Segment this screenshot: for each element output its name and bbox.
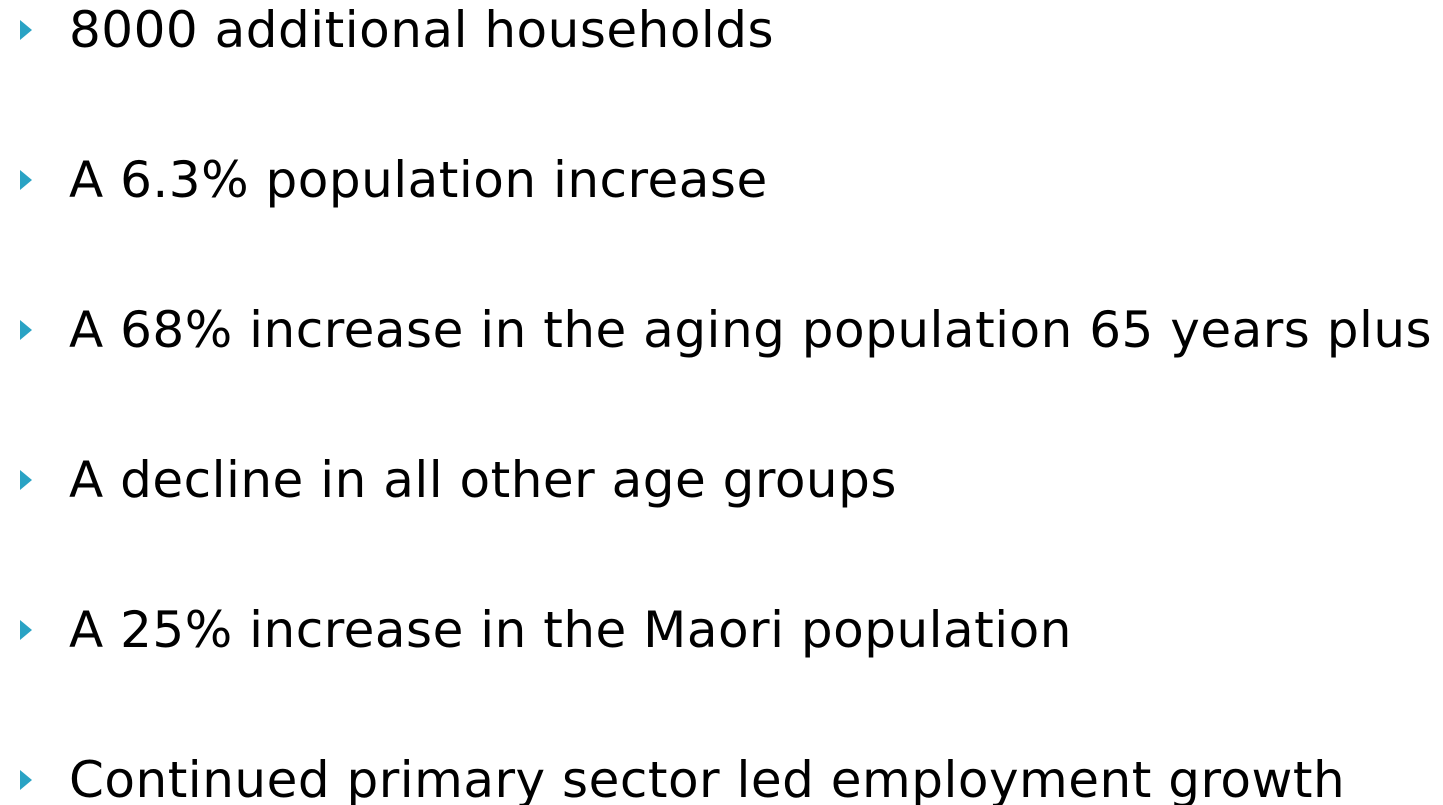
bullet-text: 8000 additional households	[69, 1, 775, 59]
bullet-item: A decline in all other age groups	[0, 450, 1443, 510]
bullet-arrow	[20, 20, 32, 40]
arrow-shape	[20, 470, 32, 490]
arrow-shape	[20, 170, 32, 190]
bullet-text: A 68% increase in the aging population 6…	[69, 301, 1433, 359]
bullet-arrow	[20, 170, 32, 190]
arrow-shape	[20, 620, 32, 640]
arrow-shape	[20, 320, 32, 340]
bullet-item: A 25% increase in the Maori population	[0, 600, 1443, 660]
arrow-shape	[20, 20, 32, 40]
bullet-arrow	[20, 320, 32, 340]
bullet-item: A 68% increase in the aging population 6…	[0, 300, 1443, 360]
bullet-arrow	[20, 470, 32, 490]
bullet-item: 8000 additional households	[0, 0, 1443, 60]
bullet-item: Continued primary sector led employment …	[0, 750, 1443, 805]
bullet-item: A 6.3% population increase	[0, 150, 1443, 210]
arrow-shape	[20, 770, 32, 790]
bullet-text: A decline in all other age groups	[69, 451, 897, 509]
bullet-text: A 6.3% population increase	[69, 151, 768, 209]
bullet-text: Continued primary sector led employment …	[69, 751, 1346, 805]
bullet-arrow	[20, 620, 32, 640]
bullet-arrow	[20, 770, 32, 790]
bullet-text: A 25% increase in the Maori population	[69, 601, 1072, 659]
